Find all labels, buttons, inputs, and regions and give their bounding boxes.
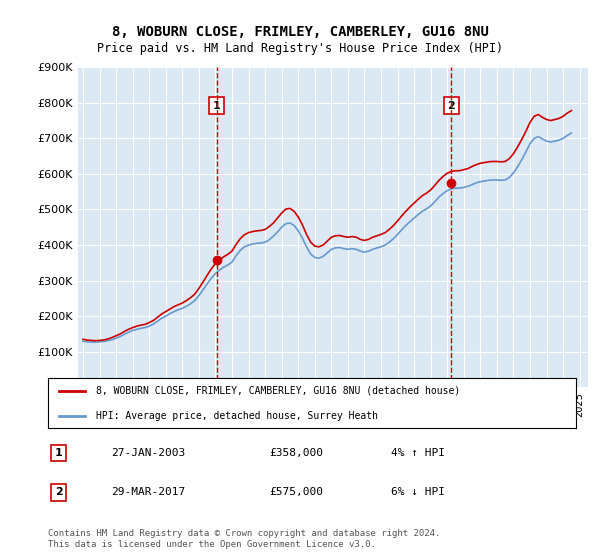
Text: 29-MAR-2017: 29-MAR-2017 bbox=[112, 487, 185, 497]
Text: HPI: Average price, detached house, Surrey Heath: HPI: Average price, detached house, Surr… bbox=[95, 411, 377, 421]
Text: 1: 1 bbox=[213, 101, 220, 111]
Text: Price paid vs. HM Land Registry's House Price Index (HPI): Price paid vs. HM Land Registry's House … bbox=[97, 42, 503, 55]
Text: Contains HM Land Registry data © Crown copyright and database right 2024.
This d: Contains HM Land Registry data © Crown c… bbox=[48, 529, 440, 549]
Text: 6% ↓ HPI: 6% ↓ HPI bbox=[391, 487, 445, 497]
Text: 27-JAN-2003: 27-JAN-2003 bbox=[112, 448, 185, 458]
Text: 4% ↑ HPI: 4% ↑ HPI bbox=[391, 448, 445, 458]
Text: 2: 2 bbox=[448, 101, 455, 111]
Text: 2: 2 bbox=[55, 487, 62, 497]
Text: £358,000: £358,000 bbox=[270, 448, 324, 458]
Text: 1: 1 bbox=[55, 448, 62, 458]
Text: £575,000: £575,000 bbox=[270, 487, 324, 497]
Text: 8, WOBURN CLOSE, FRIMLEY, CAMBERLEY, GU16 8NU (detached house): 8, WOBURN CLOSE, FRIMLEY, CAMBERLEY, GU1… bbox=[95, 386, 460, 395]
Text: 8, WOBURN CLOSE, FRIMLEY, CAMBERLEY, GU16 8NU: 8, WOBURN CLOSE, FRIMLEY, CAMBERLEY, GU1… bbox=[112, 25, 488, 39]
